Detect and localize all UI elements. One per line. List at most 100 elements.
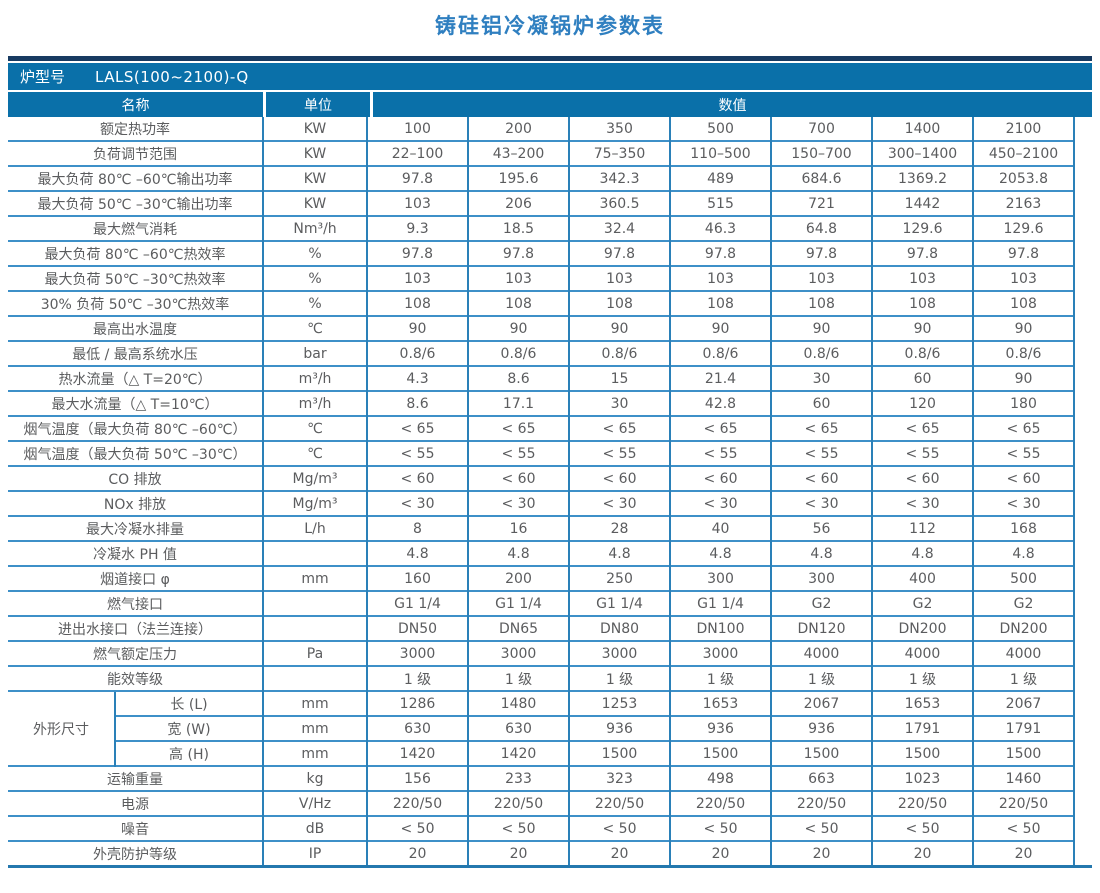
value-cell: 160 xyxy=(366,565,468,591)
value-cell: G1 1/4 xyxy=(568,590,670,616)
value-cell: 43–200 xyxy=(467,140,569,166)
value-cell: 90 xyxy=(770,315,872,341)
value-cell: 20 xyxy=(467,840,569,865)
value-cell: < 50 xyxy=(467,815,569,841)
unit-cell: % xyxy=(262,265,367,291)
value-cell: 1 级 xyxy=(467,665,569,691)
value-cell: < 60 xyxy=(669,465,771,491)
value-cell: DN50 xyxy=(366,615,468,641)
value-cell: 20 xyxy=(871,840,973,865)
unit-cell: mm xyxy=(262,715,367,741)
value-cell: G2 xyxy=(770,590,872,616)
value-cell: 1791 xyxy=(871,715,973,741)
value-cell: 4000 xyxy=(871,640,973,666)
row-label: 最大负荷 50℃ –30℃输出功率 xyxy=(8,190,263,216)
value-cell: 1369.2 xyxy=(871,165,973,191)
value-cell: 4.3 xyxy=(366,365,468,391)
value-cell: 500 xyxy=(669,117,771,141)
value-cell: 120 xyxy=(871,390,973,416)
value-cell: 97.8 xyxy=(568,240,670,266)
unit-cell: Pa xyxy=(262,640,367,666)
value-cell: 42.8 xyxy=(669,390,771,416)
value-cell: 1 级 xyxy=(669,665,771,691)
value-cell: 1500 xyxy=(770,740,872,766)
value-cell: 1 级 xyxy=(972,665,1075,691)
value-cell: 220/50 xyxy=(770,790,872,816)
value-cell: 721 xyxy=(770,190,872,216)
value-cell: 32.4 xyxy=(568,215,670,241)
value-cell: 16 xyxy=(467,515,569,541)
table-row: 烟气温度（最大负荷 80℃ –60℃） ℃ < 65 < 65 < 65 < 65 < 65… xyxy=(8,415,1075,441)
row-label: 最大水流量（△ T=10℃） xyxy=(8,390,263,416)
row-label: 能效等级 xyxy=(8,665,263,691)
value-cell: < 50 xyxy=(366,815,468,841)
unit-cell: V/Hz xyxy=(262,790,367,816)
row-label: 外壳防护等级 xyxy=(8,840,263,865)
value-cell: G1 1/4 xyxy=(467,590,569,616)
value-cell: 30 xyxy=(770,365,872,391)
value-cell: 17.1 xyxy=(467,390,569,416)
row-label: 负荷调节范围 xyxy=(8,140,263,166)
value-cell: 110–500 xyxy=(669,140,771,166)
table-row: 电源 V/Hz 220/50 220/50 220/50 220/50 220/50 220/… xyxy=(8,790,1075,816)
table-row: 宽 (W) mm 630 630 936 936 936 1791 1791 xyxy=(8,715,1075,741)
unit-cell xyxy=(262,665,367,691)
table-row: 进出水接口（法兰连接） DN50 DN65 DN80 DN100 DN120 DN200 DN… xyxy=(8,615,1075,641)
value-cell: 400 xyxy=(871,565,973,591)
value-cell: 300–1400 xyxy=(871,140,973,166)
value-cell: 220/50 xyxy=(366,790,468,816)
model-header-bar: 炉型号 LALS(100~2100)-Q xyxy=(8,63,1092,90)
value-cell: 4.8 xyxy=(871,540,973,566)
value-cell: 90 xyxy=(669,315,771,341)
value-cell: < 55 xyxy=(770,440,872,466)
value-cell: < 30 xyxy=(871,490,973,516)
value-cell: 630 xyxy=(467,715,569,741)
value-cell: 103 xyxy=(568,265,670,291)
value-cell: 1442 xyxy=(871,190,973,216)
row-label: 长 (L) xyxy=(114,690,263,716)
value-cell: < 30 xyxy=(669,490,771,516)
value-cell: 100 xyxy=(366,117,468,141)
value-cell: 220/50 xyxy=(568,790,670,816)
value-cell: < 60 xyxy=(770,465,872,491)
value-cell: < 60 xyxy=(871,465,973,491)
unit-cell: KW xyxy=(262,165,367,191)
value-cell: 1500 xyxy=(871,740,973,766)
value-cell: 515 xyxy=(669,190,771,216)
value-cell: 103 xyxy=(669,265,771,291)
table-row: 负荷调节范围 KW 22–100 43–200 75–350 110–500 150–700… xyxy=(8,140,1075,166)
column-header-value: 数值 xyxy=(373,92,1092,117)
value-cell: 1023 xyxy=(871,765,973,791)
unit-cell: mm xyxy=(262,690,367,716)
row-label: 30% 负荷 50℃ –30℃热效率 xyxy=(8,290,263,316)
value-cell: 180 xyxy=(972,390,1075,416)
table-row: 30% 负荷 50℃ –30℃热效率% 108 108 108 108 108 108 108 xyxy=(8,290,1075,316)
unit-cell: mm xyxy=(262,565,367,591)
unit-cell: mm xyxy=(262,740,367,766)
value-cell: < 50 xyxy=(669,815,771,841)
value-cell: 75–350 xyxy=(568,140,670,166)
value-cell: 1500 xyxy=(669,740,771,766)
value-cell: 90 xyxy=(972,365,1075,391)
unit-cell xyxy=(262,590,367,616)
value-cell: 2163 xyxy=(972,190,1075,216)
value-cell: DN65 xyxy=(467,615,569,641)
value-cell: 9.3 xyxy=(366,215,468,241)
row-label: 烟气温度（最大负荷 80℃ –60℃） xyxy=(8,415,263,441)
row-label: 热水流量（△ T=20℃） xyxy=(8,365,263,391)
value-cell: 3000 xyxy=(467,640,569,666)
value-cell: DN200 xyxy=(871,615,973,641)
value-cell: 103 xyxy=(871,265,973,291)
value-cell: 129.6 xyxy=(871,215,973,241)
value-cell: < 60 xyxy=(467,465,569,491)
unit-cell: KW xyxy=(262,140,367,166)
value-cell: 97.8 xyxy=(669,240,771,266)
value-cell: DN80 xyxy=(568,615,670,641)
value-cell: 206 xyxy=(467,190,569,216)
row-label: 最高出水温度 xyxy=(8,315,263,341)
value-cell: < 65 xyxy=(871,415,973,441)
row-label: 噪音 xyxy=(8,815,263,841)
value-cell: G2 xyxy=(871,590,973,616)
value-cell: 20 xyxy=(972,840,1075,865)
